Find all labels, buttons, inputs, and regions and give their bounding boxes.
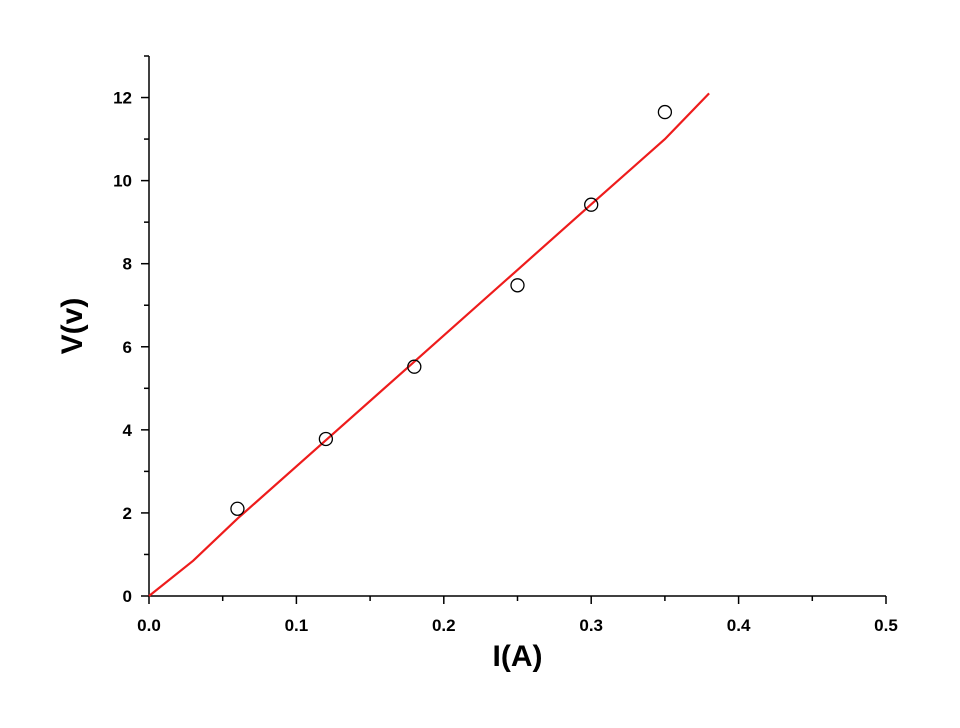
y-ticks: 0 2 4 6 8 10 12	[113, 55, 149, 606]
axes	[148, 56, 886, 597]
y-tick-label: 8	[123, 255, 132, 274]
y-tick-label: 12	[113, 89, 132, 108]
y-tick-label: 0	[123, 587, 132, 606]
x-tick-label: 0.4	[727, 616, 751, 635]
data-point	[318, 431, 334, 447]
x-tick-label: 0.1	[285, 616, 309, 635]
series-layer	[148, 92, 710, 597]
x-tick-label: 0.0	[137, 616, 161, 635]
data-point	[407, 359, 422, 374]
data-point	[584, 197, 599, 212]
x-tick-label: 0.5	[874, 616, 898, 635]
x-tick-label: 0.2	[432, 616, 456, 635]
y-tick-label: 2	[123, 504, 132, 523]
x-axis-title: I(A)	[493, 640, 543, 673]
y-tick-label: 4	[123, 421, 133, 440]
y-tick-label: 6	[123, 338, 132, 357]
y-axis-title: V(v)	[56, 298, 89, 355]
x-ticks: 0.0 0.1 0.2 0.3 0.4 0.5	[137, 596, 898, 635]
x-tick-label: 0.3	[579, 616, 603, 635]
data-point	[657, 104, 673, 120]
data-point	[230, 501, 245, 516]
y-tick-label: 10	[113, 172, 132, 191]
data-point	[510, 278, 525, 293]
fit-line	[148, 92, 710, 597]
